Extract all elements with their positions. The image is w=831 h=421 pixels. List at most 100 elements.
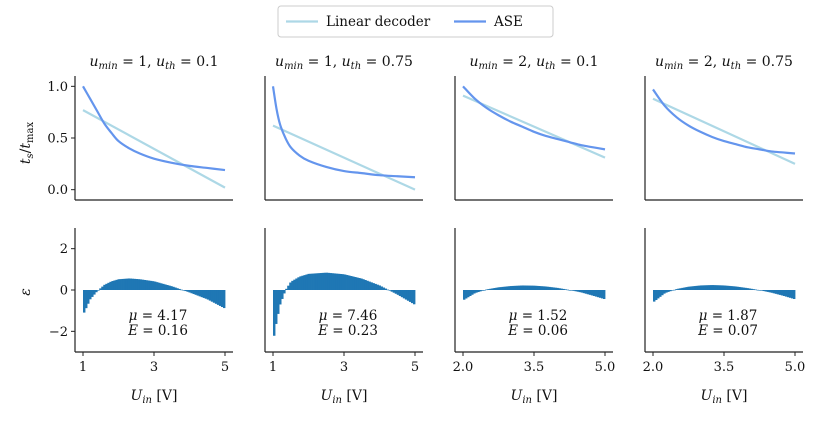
error-bar [562, 288, 565, 290]
error-bar [103, 284, 106, 290]
xtick-label: 2.0 [643, 360, 664, 375]
error-bar [360, 278, 363, 290]
x-axis-label: Uin [V] [131, 388, 178, 406]
error-bar [178, 288, 181, 290]
error-bar [525, 285, 529, 290]
error-bar [481, 290, 484, 291]
mu-symbol: μ [129, 308, 138, 324]
error-bar [327, 272, 331, 290]
error-bar [517, 285, 521, 290]
error-bar [281, 290, 284, 299]
error-bar [398, 290, 402, 297]
bottom-ylabel: ε [18, 288, 34, 296]
error-bar [287, 285, 290, 290]
error-bar [715, 285, 719, 290]
panel-title-part: th [731, 61, 741, 72]
mu-value: = 4.17 [137, 308, 187, 324]
error-bar [463, 290, 466, 300]
error-bar [394, 290, 398, 294]
error-bar [554, 287, 557, 290]
error-bar [137, 279, 141, 290]
error-bar [513, 285, 517, 290]
error-bar [301, 275, 304, 290]
error-bar [469, 290, 472, 296]
error-bar [671, 290, 674, 291]
error-bar [168, 285, 171, 290]
error-bar [127, 278, 131, 290]
error-bar [679, 288, 682, 290]
error-bar [568, 290, 571, 291]
error-bar [693, 286, 696, 290]
error-bar [738, 286, 741, 290]
error-bar [275, 290, 278, 324]
error-bar [119, 279, 122, 290]
error-bar [527, 285, 531, 290]
error-bar [546, 286, 549, 290]
error-bar [689, 286, 692, 290]
top-ytick-label: 0.5 [47, 132, 68, 147]
error-bar [216, 290, 220, 305]
error-bar [724, 285, 727, 290]
error-bar [756, 289, 759, 291]
error-bar [534, 285, 537, 290]
error-bar [711, 285, 715, 290]
linear-decoder-line [82, 109, 226, 189]
error-bar [386, 289, 390, 291]
error-bar [550, 287, 553, 290]
error-bar [125, 278, 129, 290]
error-bar [113, 280, 116, 290]
legend-frame [277, 5, 554, 38]
xtick-label: 3 [150, 360, 158, 375]
xlabel-unit: [V] [342, 388, 367, 404]
xtick-label: 3.5 [524, 360, 545, 375]
error-bar [519, 285, 523, 290]
mu-symbol: μ [319, 308, 328, 324]
error-bar [594, 290, 598, 297]
error-bar [730, 286, 733, 290]
error-bar [129, 278, 133, 290]
ase-line [82, 85, 226, 172]
e-value: = 0.07 [708, 323, 758, 339]
error-bar [339, 274, 343, 290]
error-bar [196, 290, 200, 296]
e-symbol: E [317, 323, 328, 339]
error-bar [311, 273, 314, 290]
error-bar [600, 290, 604, 299]
error-bar [141, 279, 145, 290]
error-bar [99, 288, 102, 290]
xlabel-unit: [V] [722, 388, 747, 404]
error-bar [346, 275, 349, 290]
e-value: = 0.23 [328, 323, 378, 339]
error-bar [776, 290, 780, 295]
error-bar [198, 290, 202, 297]
panel-title-part: min [479, 61, 498, 72]
error-bar [703, 285, 707, 290]
xtick-label: 5 [411, 360, 419, 375]
error-bar [362, 279, 365, 290]
e-symbol: E [127, 323, 138, 339]
xtick-label: 1 [79, 360, 87, 375]
error-bar [214, 290, 218, 304]
error-bar [182, 290, 185, 291]
top-axes [264, 76, 423, 201]
error-bar [147, 280, 151, 290]
error-bar [160, 283, 163, 290]
error-bar [151, 281, 155, 290]
error-bar [139, 279, 143, 290]
error-bar [204, 290, 208, 299]
error-bar [176, 288, 179, 290]
bottom-axes: 2.0 3.5 5.0 Uin [V] μ = 1.87E = 0.07 [643, 228, 805, 406]
error-bar [89, 290, 92, 300]
error-bar [487, 289, 490, 290]
error-bar [744, 287, 747, 290]
error-bar [117, 279, 120, 290]
error-bar [222, 290, 226, 309]
error-bar [172, 286, 175, 290]
panel-title-part: u [275, 54, 284, 70]
error-bar [529, 285, 533, 290]
error-bar [202, 290, 206, 298]
error-bar [410, 290, 414, 304]
error-bar [356, 277, 359, 290]
